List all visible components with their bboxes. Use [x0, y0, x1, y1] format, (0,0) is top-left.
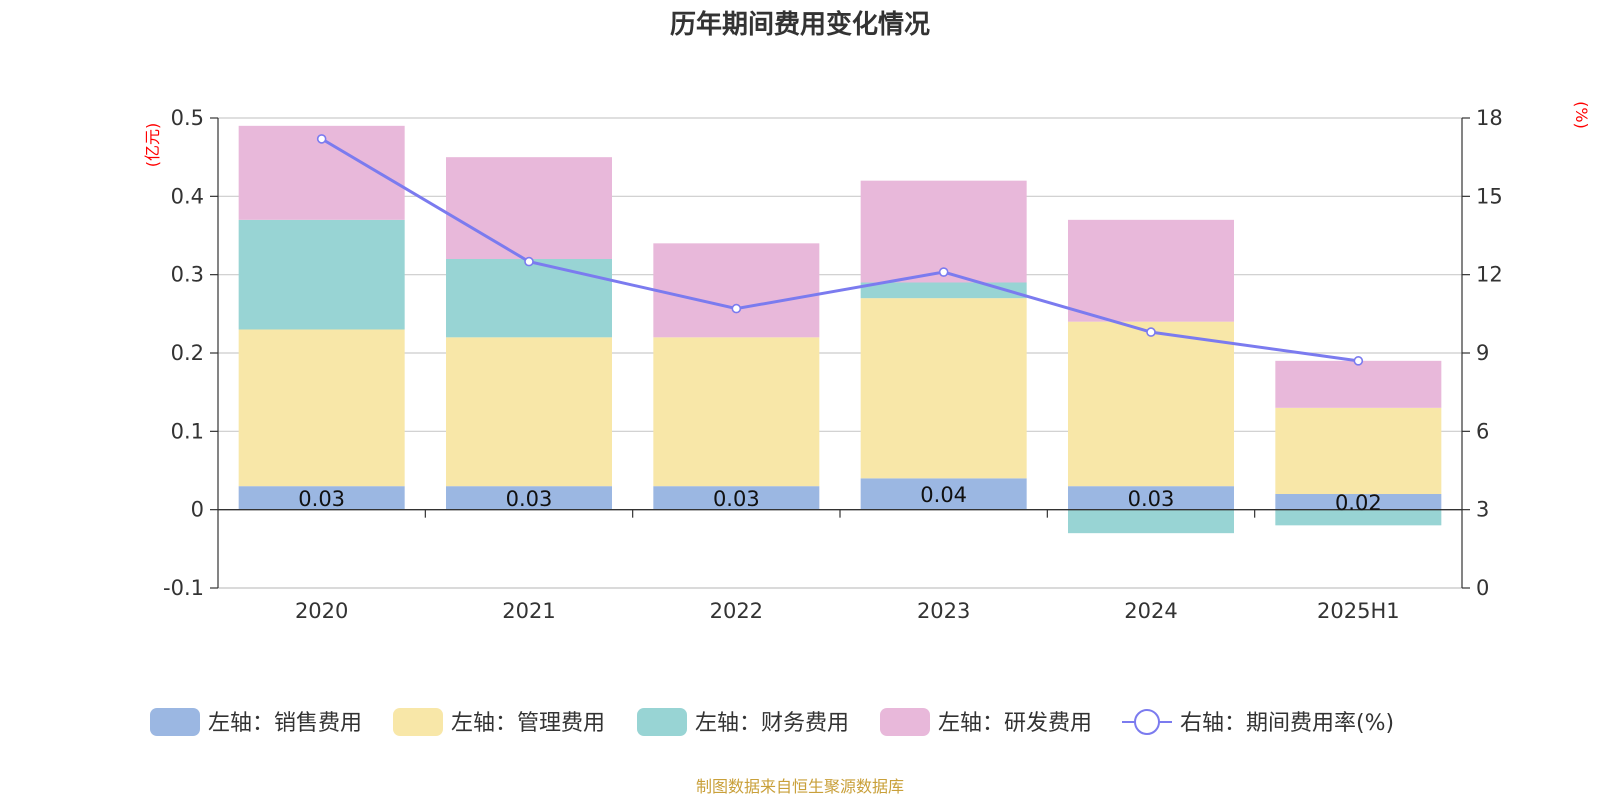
category-label: 2023: [917, 599, 970, 623]
bar-data-label: 0.04: [920, 483, 967, 507]
rate-point: [524, 256, 534, 267]
right-tick-label: 6: [1476, 419, 1489, 443]
category-label: 2020: [295, 599, 348, 623]
labels-layer: 2020 2021 2022 2023 2024 2025H1 0.03 0.03 0.03 0.…: [295, 483, 1400, 623]
bars-layer: [238, 125, 1442, 534]
bar-segment: [446, 337, 612, 487]
legend-label: 右轴：期间费用率(%): [1180, 711, 1394, 736]
legend-swatch: [880, 708, 930, 736]
legend-item[interactable]: 左轴：财务费用: [637, 708, 849, 736]
left-axis-unit: (亿元): [143, 123, 162, 168]
left-tick-label: -0.1: [163, 576, 204, 600]
legend-item[interactable]: 左轴：销售费用: [150, 708, 362, 736]
legend-swatch: [150, 708, 200, 736]
right-tick-label: 12: [1476, 263, 1503, 287]
bar-segment: [653, 337, 820, 487]
left-tick-label: 0.1: [171, 419, 204, 443]
bar-segment: [1068, 219, 1234, 322]
rate-point: [731, 303, 742, 314]
bar-segment: [653, 243, 820, 338]
bar-segment: [446, 259, 612, 338]
chart-title: 历年期间费用变化情况: [670, 9, 930, 40]
legend-label: 左轴：财务费用: [695, 711, 849, 736]
legend-item[interactable]: 左轴：管理费用: [393, 708, 605, 736]
left-tick-label: 0.3: [171, 263, 204, 287]
bar-segment: [1068, 509, 1234, 534]
category-label: 2022: [710, 599, 763, 623]
category-label: 2025H1: [1317, 599, 1400, 623]
rate-point: [938, 267, 949, 277]
bar-segment: [238, 486, 405, 510]
bar-segment: [1068, 321, 1234, 487]
right-axis-unit: (%): [1572, 101, 1591, 129]
legend-marker: [1134, 709, 1160, 735]
bar-segment: [1275, 509, 1442, 526]
right-tick-label: 0: [1476, 576, 1489, 600]
source-note: 制图数据来自恒生聚源数据库: [696, 777, 904, 796]
right-tick-label: 3: [1476, 498, 1489, 522]
left-tick-label: 0.5: [171, 106, 204, 130]
category-label: 2024: [1124, 599, 1177, 623]
legend-item[interactable]: 左轴：研发费用: [880, 708, 1092, 736]
bar-data-label: 0.03: [298, 487, 345, 511]
legend-swatch: [637, 708, 687, 736]
rate-line: [320, 137, 1359, 363]
right-tick-label: 18: [1476, 106, 1503, 130]
legend-swatch: [393, 708, 443, 736]
bar-segment: [860, 478, 1027, 510]
legend-item[interactable]: 右轴：期间费用率(%): [1122, 709, 1394, 736]
bar-data-label: 0.02: [1335, 491, 1382, 515]
bar-segment: [238, 329, 405, 487]
bar-segment: [1068, 486, 1234, 510]
legend-label: 左轴：销售费用: [208, 711, 362, 736]
left-tick-label: 0: [191, 498, 204, 522]
right-tick-label: 15: [1476, 184, 1503, 208]
bar-segment: [1275, 494, 1442, 510]
left-tick-label: 0.2: [171, 341, 204, 365]
rate-point: [1146, 327, 1156, 337]
rate-point: [1353, 356, 1364, 366]
bar-data-label: 0.03: [713, 487, 760, 511]
bar-segment: [860, 298, 1027, 479]
bar-segment: [1275, 360, 1442, 408]
legend: 左轴：销售费用 左轴：管理费用 左轴：财务费用 左轴：研发费用 右轴：期间费用率(%): [150, 708, 1394, 736]
bar-data-label: 0.03: [506, 487, 553, 511]
bar-segment: [653, 486, 820, 510]
left-tick-label: 0.4: [171, 184, 204, 208]
line-layer: [316, 134, 1364, 366]
legend-label: 左轴：研发费用: [938, 711, 1092, 736]
axes-layer: -0.1 0 0.1 0.2 0.3 0.4 0.5 0 3 6 9 12 15 18: [163, 106, 1503, 600]
category-label: 2021: [502, 599, 555, 623]
bar-segment: [860, 282, 1027, 299]
grid-layer: [218, 117, 1462, 589]
rate-point: [316, 134, 327, 144]
bar-data-label: 0.03: [1128, 487, 1175, 511]
bar-segment: [446, 157, 612, 259]
legend-label: 左轴：管理费用: [451, 711, 605, 736]
bar-segment: [446, 486, 612, 510]
right-tick-label: 9: [1476, 341, 1489, 365]
bar-segment: [860, 180, 1027, 283]
bar-segment: [238, 219, 405, 330]
bar-segment: [1275, 407, 1442, 494]
